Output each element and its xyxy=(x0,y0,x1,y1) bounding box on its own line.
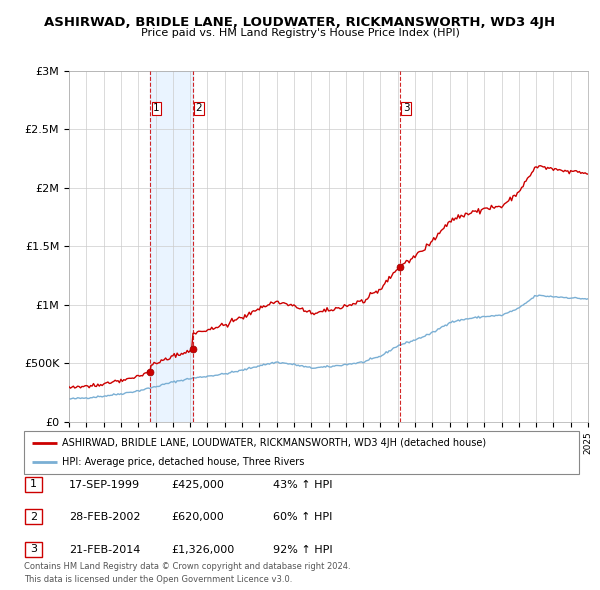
Bar xyxy=(151,71,193,422)
Text: Contains HM Land Registry data © Crown copyright and database right 2024.: Contains HM Land Registry data © Crown c… xyxy=(24,562,350,571)
Text: 1: 1 xyxy=(153,103,160,113)
Text: £620,000: £620,000 xyxy=(171,513,224,522)
FancyBboxPatch shape xyxy=(25,542,42,557)
Text: ASHIRWAD, BRIDLE LANE, LOUDWATER, RICKMANSWORTH, WD3 4JH: ASHIRWAD, BRIDLE LANE, LOUDWATER, RICKMA… xyxy=(44,16,556,29)
Text: HPI: Average price, detached house, Three Rivers: HPI: Average price, detached house, Thre… xyxy=(62,457,304,467)
Text: 17-SEP-1999: 17-SEP-1999 xyxy=(69,480,140,490)
Text: This data is licensed under the Open Government Licence v3.0.: This data is licensed under the Open Gov… xyxy=(24,575,292,584)
Text: 92% ↑ HPI: 92% ↑ HPI xyxy=(273,545,332,555)
FancyBboxPatch shape xyxy=(25,509,42,525)
Text: 60% ↑ HPI: 60% ↑ HPI xyxy=(273,513,332,522)
Text: ASHIRWAD, BRIDLE LANE, LOUDWATER, RICKMANSWORTH, WD3 4JH (detached house): ASHIRWAD, BRIDLE LANE, LOUDWATER, RICKMA… xyxy=(62,438,486,448)
FancyBboxPatch shape xyxy=(25,477,42,492)
Text: 3: 3 xyxy=(30,545,37,554)
Text: 1: 1 xyxy=(30,480,37,489)
Text: 28-FEB-2002: 28-FEB-2002 xyxy=(69,513,140,522)
Text: 2: 2 xyxy=(196,103,202,113)
FancyBboxPatch shape xyxy=(24,431,579,474)
Text: 43% ↑ HPI: 43% ↑ HPI xyxy=(273,480,332,490)
Text: 21-FEB-2014: 21-FEB-2014 xyxy=(69,545,140,555)
Text: 3: 3 xyxy=(403,103,409,113)
Text: Price paid vs. HM Land Registry's House Price Index (HPI): Price paid vs. HM Land Registry's House … xyxy=(140,28,460,38)
Text: 2: 2 xyxy=(30,512,37,522)
Text: £425,000: £425,000 xyxy=(171,480,224,490)
Text: £1,326,000: £1,326,000 xyxy=(171,545,234,555)
